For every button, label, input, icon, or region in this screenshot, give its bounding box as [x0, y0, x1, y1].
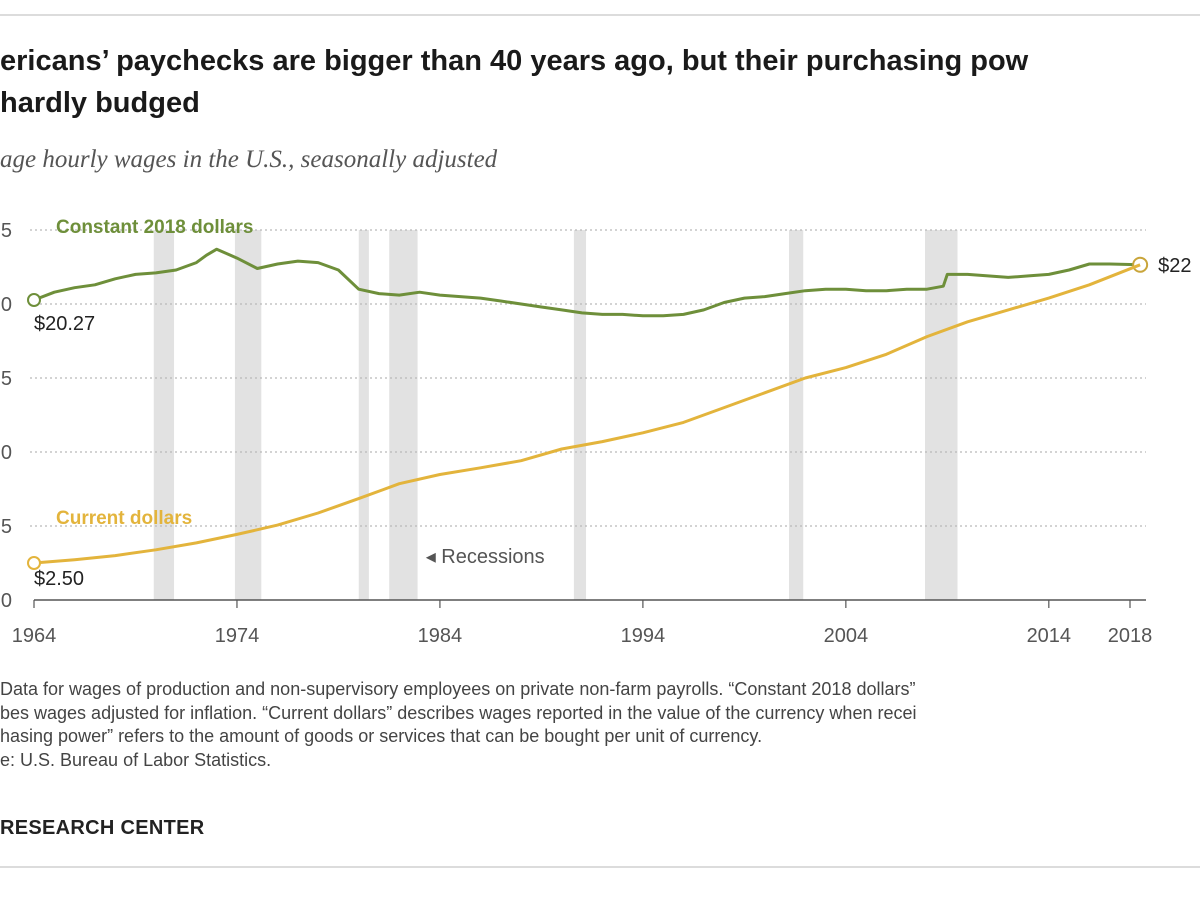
x-tick-label-1974: 1974	[215, 625, 260, 647]
y-tick-label-25: 25	[0, 220, 12, 242]
start-point-constant	[27, 293, 41, 308]
y-tick-label-5: 5	[1, 516, 12, 538]
recession-band-5	[573, 230, 587, 600]
start-point-current	[27, 556, 41, 570]
recession-band-7	[925, 230, 958, 600]
chart-title: ericans’ paychecks are bigger than 40 ye…	[0, 40, 1200, 124]
bottom-rule	[0, 866, 1200, 868]
start-value-label-constant: $20.27	[34, 313, 95, 335]
series-lines	[27, 247, 1149, 570]
series-label-constant: Constant 2018 dollars	[56, 217, 253, 238]
recession-band-4	[389, 230, 418, 600]
axes: 0 5 0 5 0 25 1964 1974 1984 1994 2004 2014 2018	[0, 220, 1152, 647]
y-tick-label-10: 0	[1, 442, 12, 464]
y-tick-label-20: 0	[1, 294, 12, 316]
chart-subtitle: age hourly wages in the U.S., seasonally…	[0, 146, 498, 173]
x-tick-label-2004: 2004	[824, 625, 869, 647]
series-line-current	[33, 263, 1141, 565]
recession-bands	[153, 230, 958, 600]
top-rule	[0, 14, 1200, 16]
recession-band-3	[358, 230, 369, 600]
end-point-constant	[1132, 256, 1149, 273]
series-label-current: Current dollars	[56, 508, 192, 529]
end-value-label-constant: $22	[1158, 255, 1191, 277]
x-tick-label-1994: 1994	[621, 625, 666, 647]
note-source: e: U.S. Bureau of Labor Statistics.	[0, 749, 272, 770]
chart-title-line-2: hardly budged	[0, 87, 200, 119]
x-tick-label-2014: 2014	[1027, 625, 1072, 647]
note-line-3: hasing power” refers to the amount of go…	[0, 726, 763, 746]
chart-title-line-1: ericans’ paychecks are bigger than 40 ye…	[0, 45, 1029, 77]
org-credit: RESEARCH CENTER	[0, 817, 205, 839]
y-tick-label-0: 0	[1, 590, 12, 612]
start-value-label-current: $2.50	[34, 568, 84, 590]
note-line-1: Data for wages of production and non-sup…	[0, 679, 916, 699]
recession-band-6	[789, 230, 804, 600]
x-tick-label-1964: 1964	[12, 625, 57, 647]
recession-band-2	[234, 230, 262, 600]
recessions-annotation: ◂ Recessions	[426, 546, 545, 568]
chart-notes: Data for wages of production and non-sup…	[0, 678, 1200, 772]
data-labels: $22 Constant 2018 dollars $20.27 Current do…	[34, 217, 1192, 590]
gridlines	[30, 229, 1146, 601]
x-tick-label-1984: 1984	[418, 625, 463, 647]
series-line-constant	[33, 247, 1141, 318]
recession-band-1	[153, 230, 175, 600]
wage-line-chart: 0 5 0 5 0 25 1964 1974 1984 1994 2004 2014 2018 $22 C…	[0, 217, 1192, 647]
note-line-2: bes wages adjusted for inflation. “Curre…	[0, 702, 917, 723]
x-tick-label-2018: 2018	[1108, 625, 1153, 647]
y-tick-label-15: 5	[1, 368, 12, 390]
